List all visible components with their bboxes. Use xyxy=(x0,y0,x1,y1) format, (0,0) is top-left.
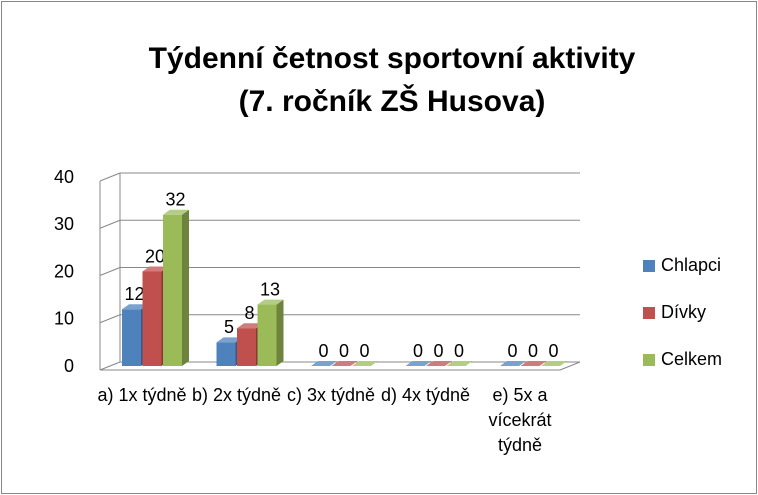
data-label: 12 xyxy=(124,284,144,304)
bar-top xyxy=(500,361,526,366)
bar xyxy=(237,328,256,366)
bar-side xyxy=(276,299,284,366)
bar-top xyxy=(122,304,148,310)
legend-label: Celkem xyxy=(661,349,722,369)
legend-swatch xyxy=(643,354,655,366)
bar-top xyxy=(257,299,284,305)
y-tick-label: 40 xyxy=(54,167,74,187)
x-tick-label: e) 5x a vícekrát týdně xyxy=(488,385,552,455)
data-label: 8 xyxy=(244,303,254,323)
bar-top xyxy=(352,361,378,366)
bar xyxy=(122,309,141,366)
legend-label: Dívky xyxy=(661,302,706,322)
bar-top xyxy=(405,361,432,366)
bar-top xyxy=(426,361,452,366)
bar-top xyxy=(541,361,567,366)
chart-subtitle: (7. ročník ZŠ Husova) xyxy=(239,84,546,118)
data-label: 0 xyxy=(454,341,464,361)
data-label: 0 xyxy=(548,341,558,361)
bar-side xyxy=(182,209,189,366)
bar-top xyxy=(520,361,547,366)
data-label: 5 xyxy=(224,317,234,337)
bar xyxy=(163,214,182,366)
legend-swatch xyxy=(643,307,655,319)
legend-swatch xyxy=(643,260,655,272)
y-tick-label: 0 xyxy=(64,356,74,376)
data-label: 0 xyxy=(433,341,443,361)
grid-line xyxy=(99,361,121,371)
data-label: 32 xyxy=(165,190,185,210)
data-label: 0 xyxy=(318,341,328,361)
data-label: 0 xyxy=(528,341,538,361)
bar-top xyxy=(331,361,358,366)
bar-top xyxy=(311,361,337,366)
bar xyxy=(257,304,277,366)
x-tick-label: a) 1x týdně xyxy=(97,385,187,405)
x-tick-label: c) 3x týdně xyxy=(286,385,376,405)
bar xyxy=(216,342,236,366)
data-label: 20 xyxy=(145,246,165,266)
bar-top xyxy=(142,266,169,272)
bar-top xyxy=(237,323,263,329)
data-label: 13 xyxy=(260,279,280,299)
floor-edge xyxy=(559,361,581,371)
grid-line xyxy=(99,267,121,276)
x-tick-label: b) 2x týdně xyxy=(191,385,282,405)
chart-title: Týdenní četnost sportovní aktivity xyxy=(149,42,636,75)
grid-line xyxy=(99,172,121,182)
data-label: 0 xyxy=(359,341,369,361)
bar-top xyxy=(216,337,243,343)
y-tick-label: 30 xyxy=(54,214,74,234)
data-label: 0 xyxy=(413,341,423,361)
legend-label: Chlapci xyxy=(661,255,721,275)
y-tick-label: 10 xyxy=(54,309,74,329)
y-tick-label: 20 xyxy=(54,261,74,281)
bar-top xyxy=(163,209,189,215)
x-tick-label: d) 4x týdně xyxy=(380,385,471,405)
data-label: 0 xyxy=(507,341,517,361)
data-label: 0 xyxy=(339,341,349,361)
grid-line xyxy=(99,314,121,324)
bar xyxy=(142,271,162,366)
grid-line xyxy=(99,219,121,229)
bar-top xyxy=(446,361,473,366)
